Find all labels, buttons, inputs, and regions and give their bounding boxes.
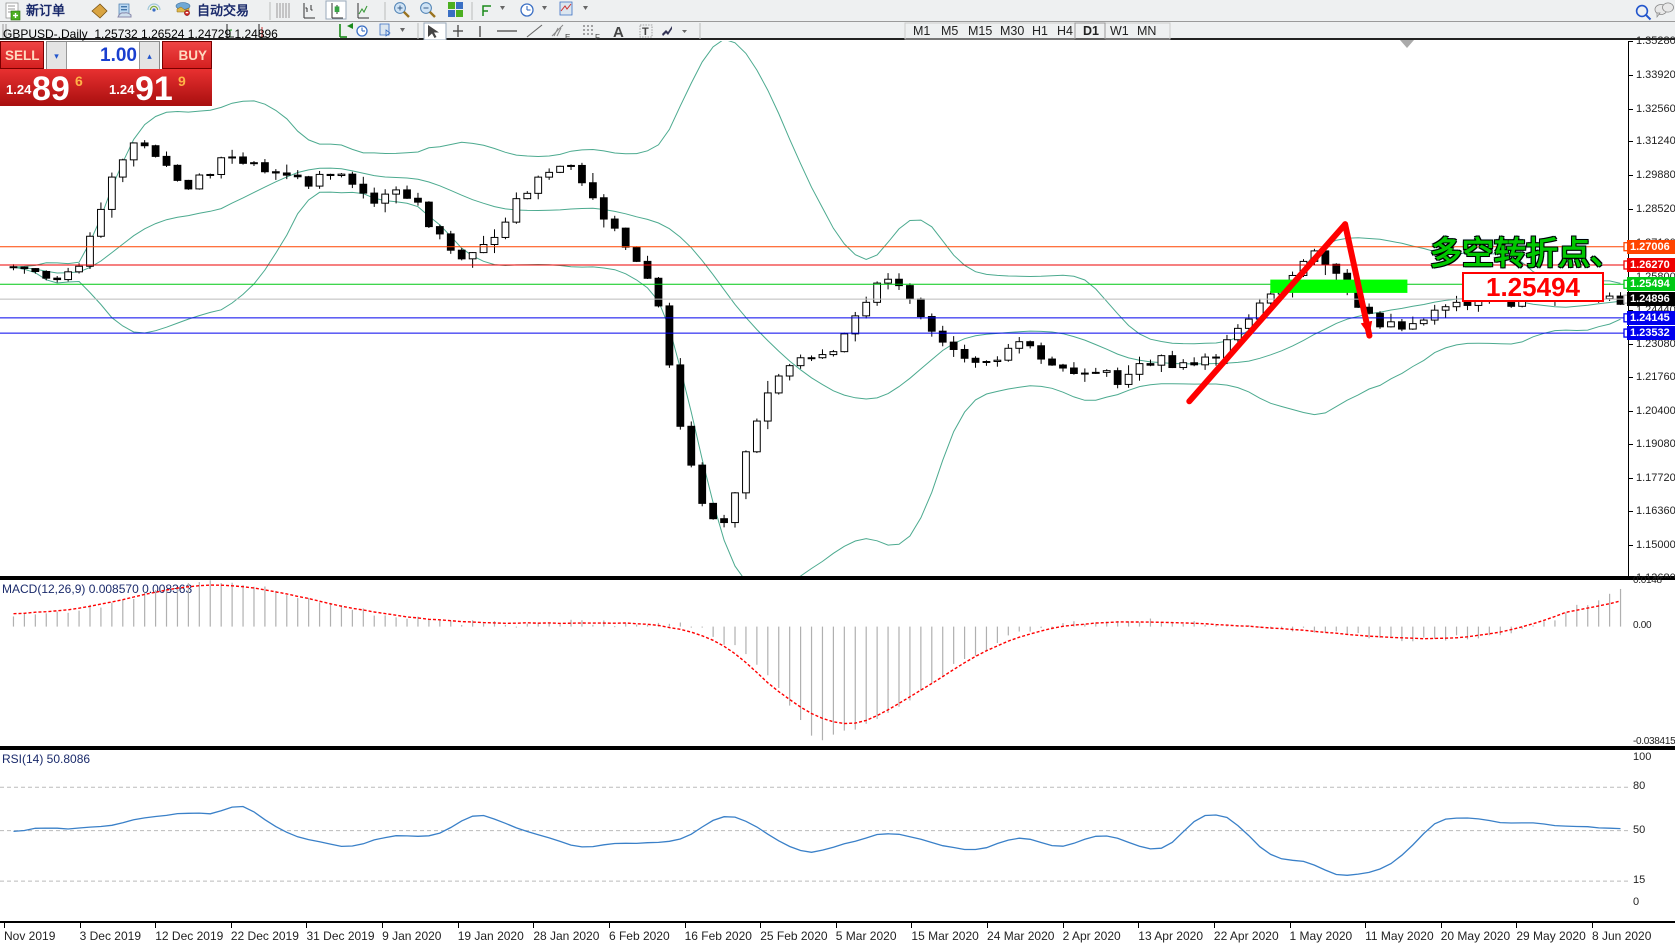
svg-text:F: F	[595, 33, 600, 40]
svg-text:T: T	[642, 26, 649, 38]
svg-text:A: A	[613, 24, 624, 40]
svg-text:W1: W1	[1110, 24, 1129, 38]
svg-text:M5: M5	[941, 24, 958, 38]
svg-text:H1: H1	[1032, 24, 1048, 38]
svg-text:M30: M30	[1000, 24, 1024, 38]
svg-text:E: E	[565, 33, 570, 40]
svg-text:D1: D1	[1083, 24, 1099, 38]
svg-text:M1: M1	[913, 24, 930, 38]
svg-text:MN: MN	[1137, 24, 1156, 38]
svg-text:M15: M15	[968, 24, 992, 38]
svg-text:新订单: 新订单	[26, 3, 65, 18]
svg-text:自动交易: 自动交易	[197, 3, 249, 18]
svg-text:H4: H4	[1057, 24, 1073, 38]
